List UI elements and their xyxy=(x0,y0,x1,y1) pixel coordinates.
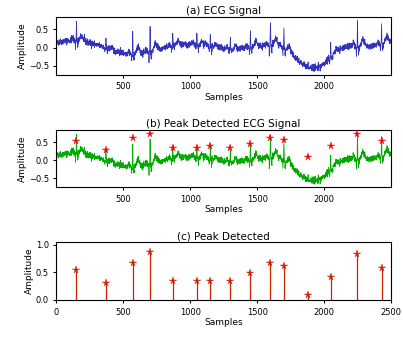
Y-axis label: Amplitude: Amplitude xyxy=(18,23,27,69)
Y-axis label: Amplitude: Amplitude xyxy=(25,248,34,294)
Title: (a) ECG Signal: (a) ECG Signal xyxy=(186,6,261,16)
X-axis label: Samples: Samples xyxy=(204,205,243,214)
Y-axis label: Amplitude: Amplitude xyxy=(18,135,27,182)
Title: (c) Peak Detected: (c) Peak Detected xyxy=(177,232,270,241)
X-axis label: Samples: Samples xyxy=(204,318,243,327)
Title: (b) Peak Detected ECG Signal: (b) Peak Detected ECG Signal xyxy=(146,119,301,129)
X-axis label: Samples: Samples xyxy=(204,93,243,102)
